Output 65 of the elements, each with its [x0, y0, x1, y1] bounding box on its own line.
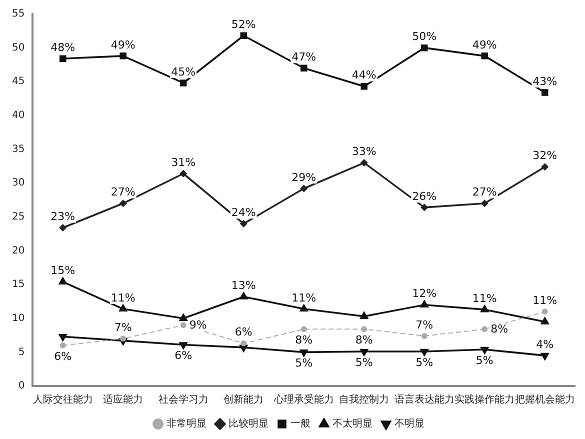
data-label: 5% [476, 354, 494, 367]
data-label: 8% [355, 334, 373, 347]
data-label: 32% [532, 149, 558, 162]
data-label: 26% [412, 190, 437, 203]
legend-label: 非常明显 [166, 418, 206, 430]
data-label: 24% [231, 206, 256, 220]
data-label: 45% [171, 65, 196, 78]
data-label: 47% [292, 50, 316, 64]
data-label: 7% [416, 318, 434, 332]
x-tick-label: 社会学习力 [158, 394, 208, 406]
y-tick-label: 45 [12, 76, 25, 88]
data-label: 11% [292, 291, 316, 304]
data-label: 13% [231, 279, 256, 292]
y-tick-label: 55 [12, 8, 25, 20]
data-label: 5% [416, 356, 434, 369]
y-tick-label: 40 [12, 110, 25, 122]
data-label: 11% [532, 294, 558, 307]
data-label: 15% [50, 264, 76, 278]
data-label: 49% [110, 38, 136, 52]
data-label: 31% [171, 156, 196, 169]
x-tick-label: 人际交往能力 [32, 394, 93, 406]
x-tick-label: 语言表达能力 [394, 394, 454, 406]
data-label: 11% [110, 291, 136, 304]
data-label: 6% [234, 326, 252, 339]
x-tick-label: 适应能力 [103, 394, 144, 406]
y-tick-label: 20 [12, 245, 25, 256]
data-label: 50% [412, 30, 437, 44]
data-label: 52% [231, 18, 256, 32]
data-label: 7% [114, 321, 132, 334]
data-label: 4% [536, 338, 554, 351]
y-tick-label: 0 [18, 380, 25, 392]
x-tick-label: 把握机会能力 [514, 394, 575, 406]
data-label: 48% [50, 41, 76, 54]
y-tick-label: 5 [18, 346, 25, 358]
data-label: 6% [174, 349, 192, 362]
data-label: 44% [352, 68, 376, 82]
legend-label: 不太明显 [332, 418, 372, 430]
data-label: 33% [352, 145, 376, 158]
y-tick-label: 30 [12, 178, 25, 189]
y-tick-label: 25 [12, 212, 25, 223]
data-label: 23% [50, 210, 76, 224]
legend-label: 不明显 [394, 418, 424, 430]
data-label: 6% [54, 350, 72, 363]
x-tick-label: 实践操作能力 [454, 394, 515, 406]
data-label: 12% [412, 287, 437, 300]
data-label: 29% [292, 170, 316, 184]
data-label: 11% [472, 292, 497, 305]
data-label: 27% [472, 186, 497, 199]
x-tick-label: 创新能力 [224, 394, 264, 406]
data-label: 5% [295, 356, 313, 370]
data-label: 43% [532, 74, 558, 88]
data-label: 27% [110, 186, 136, 199]
data-label: 8% [295, 334, 313, 347]
data-label: 8% [490, 322, 508, 336]
legend-label: 比较明显 [228, 418, 268, 430]
x-tick-label: 心理承受能力 [272, 394, 334, 406]
y-tick-label: 50 [12, 42, 25, 54]
data-label: 5% [355, 356, 373, 369]
data-label: 49% [472, 38, 497, 52]
legend-label: 一般 [290, 418, 310, 430]
data-label: 9% [189, 318, 207, 332]
y-tick-label: 35 [12, 144, 25, 155]
x-tick-label: 自我控制力 [339, 394, 390, 406]
y-tick-label: 15 [12, 279, 25, 290]
y-tick-label: 10 [12, 312, 25, 324]
